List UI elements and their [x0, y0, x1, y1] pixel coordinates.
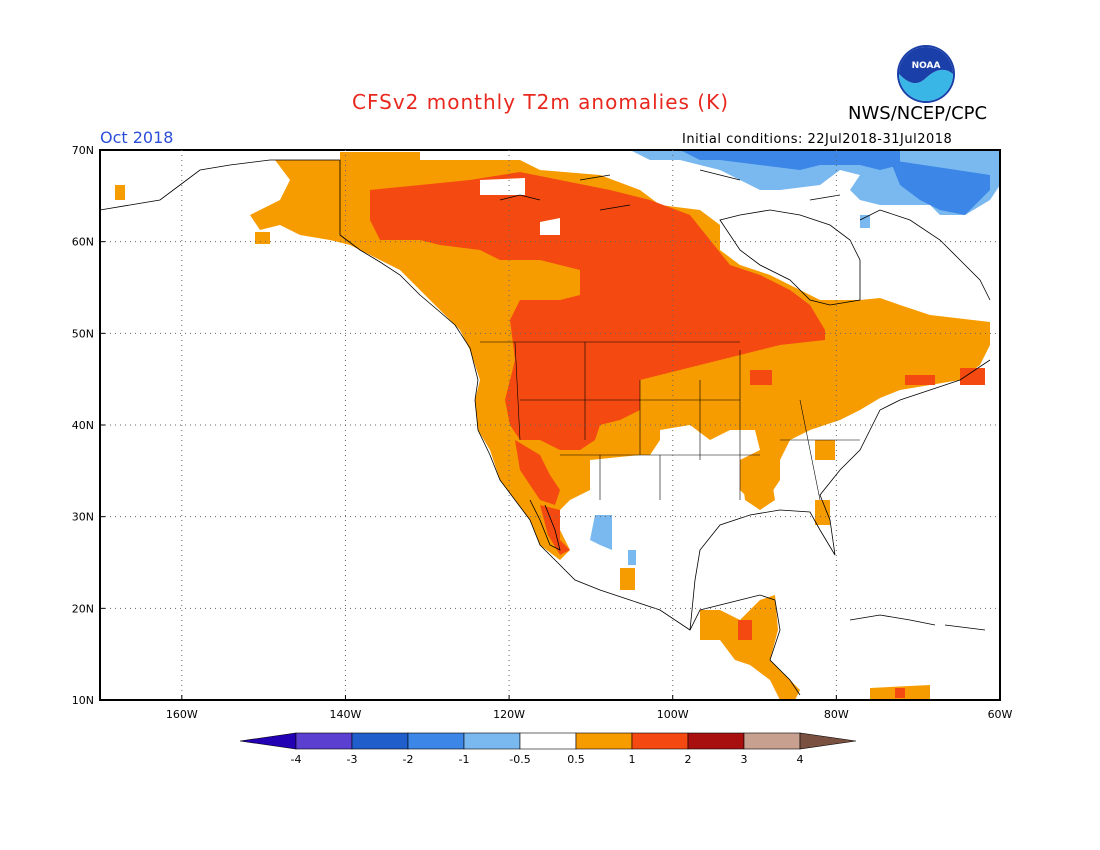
anomaly-region-blue-mexico [590, 515, 612, 550]
colorbar-max-arrow [799, 732, 857, 750]
coast-alaska [100, 159, 801, 696]
anomaly-region-red-core [370, 172, 825, 450]
anomaly-region-orange-aleutian [255, 232, 270, 244]
anomaly-region-blue-labrador [860, 215, 870, 228]
lon-tick-label: 120W [493, 708, 525, 721]
colorbar-label: 4 [797, 753, 804, 766]
colorbar: -4 -3 -2 -1 -0.5 0.5 1 2 3 4 [239, 732, 857, 766]
anomaly-region-red-newfoundland [960, 368, 985, 385]
anomaly-region-orange-west-alaska [115, 185, 125, 200]
anomaly-region-red-maine [905, 375, 935, 385]
colorbar-swatch [631, 732, 689, 750]
anomaly-region-midblue-greenland [680, 150, 990, 215]
anomaly-region-orange-florida [815, 500, 830, 525]
coastlines [100, 159, 991, 696]
colorbar-swatch [463, 732, 521, 750]
neutral-region-nunavut [480, 178, 525, 195]
coast-labrador [859, 209, 991, 301]
neutral-region-plains [660, 425, 710, 450]
lon-tick-label: 80W [824, 708, 849, 721]
lon-tick-label: 60W [988, 708, 1013, 721]
axis-labels: 70N 60N 50N 40N 30N 20N 10N 160W 140W 120W 100W 80W… [72, 144, 1013, 721]
neutral-region-bc [540, 218, 560, 235]
anomaly-region-red-greatlakes [750, 370, 772, 385]
colorbar-swatch [687, 732, 745, 750]
noaa-logo-text: NOAA [912, 61, 941, 71]
lon-tick-label: 100W [657, 708, 689, 721]
colorbar-swatch [407, 732, 465, 750]
initial-conditions-label: Initial conditions: 22Jul2018-31Jul2018 [682, 132, 953, 147]
chart-title: CFSv2 monthly T2m anomalies (K) [352, 90, 729, 114]
anomaly-region-orange-carolina [815, 440, 835, 460]
colorbar-swatch [519, 732, 577, 750]
anomaly-region-orange-mexico-sw [620, 568, 635, 590]
colorbar-swatch [575, 732, 633, 750]
agency-label: NWS/NCEP/CPC [848, 103, 988, 124]
anomaly-field [115, 150, 1000, 700]
anomaly-region-orange-yucatan [700, 595, 800, 700]
colorbar-label: 0.5 [567, 753, 585, 766]
colorbar-label: 1 [629, 753, 636, 766]
colorbar-label: -0.5 [509, 753, 530, 766]
colorbar-min-arrow [239, 732, 297, 750]
lat-tick-label: 40N [72, 419, 94, 432]
lat-tick-label: 60N [72, 236, 94, 249]
lat-tick-label: 50N [72, 327, 94, 340]
anomaly-region-orange-gulf-coast [740, 460, 775, 510]
colorbar-swatch [295, 732, 353, 750]
lon-tick-label: 140W [330, 708, 362, 721]
anomaly-region-blue-mexico-2 [628, 550, 636, 565]
lat-tick-label: 10N [72, 694, 94, 707]
anomaly-region-red-guatemala [738, 620, 752, 640]
lat-tick-label: 20N [72, 602, 94, 615]
coast-cuba [849, 614, 986, 631]
graticule [100, 149, 1001, 701]
anomaly-region-red-venezuela [895, 688, 905, 698]
coast-hudson [719, 209, 861, 306]
coast-islands [499, 169, 841, 211]
colorbar-label: -3 [347, 753, 358, 766]
anomaly-region-red-gulf [515, 440, 560, 505]
neutral-region-southwest [590, 455, 660, 500]
lat-tick-label: 70N [72, 144, 94, 157]
noaa-logo: NOAA [897, 45, 955, 103]
colorbar-label: -2 [403, 753, 414, 766]
coast-gulf [689, 359, 991, 631]
colorbar-swatch [743, 732, 801, 750]
colorbar-label: 2 [685, 753, 692, 766]
lat-tick-label: 30N [72, 511, 94, 524]
colorbar-label: -4 [291, 753, 302, 766]
lon-tick-label: 160W [166, 708, 198, 721]
coast-baja [529, 499, 561, 551]
colorbar-swatch [351, 732, 409, 750]
colorbar-label: 3 [741, 753, 748, 766]
valid-month-label: Oct 2018 [100, 128, 174, 147]
colorbar-label: -1 [459, 753, 470, 766]
